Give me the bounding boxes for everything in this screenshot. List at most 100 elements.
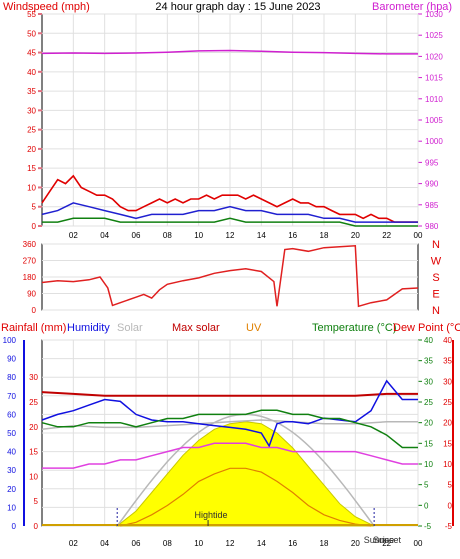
temperature-tick-label: 15	[424, 439, 433, 448]
humidity-tick-label: 30	[7, 466, 16, 475]
sunrise-label: Sunrise	[364, 535, 395, 545]
humidity-tick-label: 50	[7, 429, 16, 438]
wind-tick-label: 45	[27, 49, 36, 58]
wind-tick-label: 5	[32, 203, 37, 212]
legend-dew-point: Dew Point (°C)	[393, 322, 460, 334]
x-tick-label: 00	[414, 539, 423, 548]
x-tick-label: 00	[414, 231, 423, 240]
wind-tick-label: 50	[27, 29, 36, 38]
x-tick-label: 02	[69, 231, 78, 240]
humidity-tick-label: 60	[7, 410, 16, 419]
uv-series	[120, 467, 372, 527]
solar-area	[115, 421, 375, 527]
dewpoint-tick-label: 0	[448, 501, 453, 510]
dewpoint-tick-label: 10	[443, 460, 452, 469]
x-tick-label: 22	[382, 539, 391, 548]
wind-tick-label: 40	[27, 68, 36, 77]
temperature-tick-label: 35	[424, 357, 433, 366]
x-tick-label: 10	[194, 231, 203, 240]
rain-tick-label: 15	[29, 448, 38, 457]
legend-humidity: Humidity	[67, 322, 110, 334]
humidity-tick-label: 40	[7, 448, 16, 457]
wind-tick-label: 0	[32, 222, 37, 231]
wind-axis-label: Windspeed (mph)	[3, 1, 90, 13]
barometer-tick-label: 995	[425, 158, 439, 167]
direction-tick-label: 360	[23, 240, 37, 249]
compass-label: N	[432, 239, 440, 251]
temperature-tick-label: 20	[424, 419, 433, 428]
x-tick-label: 10	[194, 539, 203, 548]
compass-label: S	[432, 272, 439, 284]
humidity-tick-label: 70	[7, 392, 16, 401]
x-tick-label: 16	[288, 539, 297, 548]
wind-tick-label: 20	[27, 145, 36, 154]
x-tick-label: 12	[226, 539, 235, 548]
dew-point-series	[42, 442, 418, 469]
x-tick-label: 20	[351, 539, 360, 548]
temperature-tick-label: 40	[424, 336, 433, 345]
direction-tick-label: 180	[23, 273, 37, 282]
legend-temperature: Temperature (°C)	[312, 322, 396, 334]
rain-tick-label: 30	[29, 373, 38, 382]
x-tick-label: 04	[100, 539, 109, 548]
legend-uv: UV	[246, 322, 262, 334]
rain-tick-label: 20	[29, 423, 38, 432]
x-tick-label: 06	[132, 231, 141, 240]
temperature-tick-label: 30	[424, 377, 433, 386]
windspeed-series	[41, 174, 418, 223]
barometer-tick-label: 1005	[425, 116, 443, 125]
wind-average-series	[41, 202, 418, 223]
dewpoint-tick-label: 40	[443, 336, 452, 345]
wind-tick-label: 10	[27, 183, 36, 192]
barometer-axis-label: Barometer (hpa)	[372, 1, 452, 13]
max-solar-series	[41, 391, 418, 397]
x-tick-label: 04	[100, 231, 109, 240]
barometer-tick-label: 1030	[425, 10, 443, 19]
temperature-tick-label: -5	[424, 522, 432, 531]
x-tick-label: 14	[257, 231, 266, 240]
barometer-tick-label: 980	[425, 222, 439, 231]
legend-max-solar: Max solar	[172, 322, 220, 334]
wind-direction-series	[41, 245, 419, 308]
temperature-tick-label: 5	[424, 481, 429, 490]
barometer-tick-label: 1025	[425, 31, 443, 40]
wind-low-series	[42, 217, 418, 227]
temperature-tick-label: 0	[424, 501, 429, 510]
dewpoint-tick-label: 15	[443, 439, 452, 448]
barometer-tick-label: 990	[425, 180, 439, 189]
temperature-tick-label: 25	[424, 398, 433, 407]
x-tick-label: 16	[288, 231, 297, 240]
wind-tick-label: 35	[27, 87, 36, 96]
x-tick-label: 18	[320, 231, 329, 240]
humidity-tick-label: 10	[7, 503, 16, 512]
barometer-tick-label: 985	[425, 201, 439, 210]
x-tick-label: 12	[226, 231, 235, 240]
sunset-label: Sunset	[373, 535, 402, 545]
rain-tick-label: 10	[29, 472, 38, 481]
wind-tick-label: 55	[27, 10, 36, 19]
x-tick-label: 08	[163, 539, 172, 548]
wind-tick-label: 30	[27, 106, 36, 115]
x-tick-label: 06	[132, 539, 141, 548]
dewpoint-tick-label: 5	[448, 481, 453, 490]
legend-solar: Solar	[117, 322, 143, 334]
x-tick-label: 14	[257, 539, 266, 548]
wind-tick-label: 25	[27, 126, 36, 135]
chart-title: 24 hour graph day : 15 June 2023	[155, 1, 320, 13]
barometer-tick-label: 1010	[425, 95, 443, 104]
hightide-label: Hightide	[194, 510, 227, 520]
x-tick-label: 22	[382, 231, 391, 240]
humidity-tick-label: 80	[7, 373, 16, 382]
temperature-series	[41, 409, 418, 449]
barometer-tick-label: 1020	[425, 52, 443, 61]
rain-tick-label: 0	[34, 522, 39, 531]
direction-tick-label: 90	[27, 290, 36, 299]
barometer-tick-label: 1015	[425, 74, 443, 83]
x-tick-label: 20	[351, 231, 360, 240]
dewpoint-tick-label: 30	[443, 377, 452, 386]
wind-tick-label: 15	[27, 164, 36, 173]
temperature-tick-label: 10	[424, 460, 433, 469]
dewpoint-tick-label: -5	[445, 522, 453, 531]
humidity-tick-label: 90	[7, 355, 16, 364]
